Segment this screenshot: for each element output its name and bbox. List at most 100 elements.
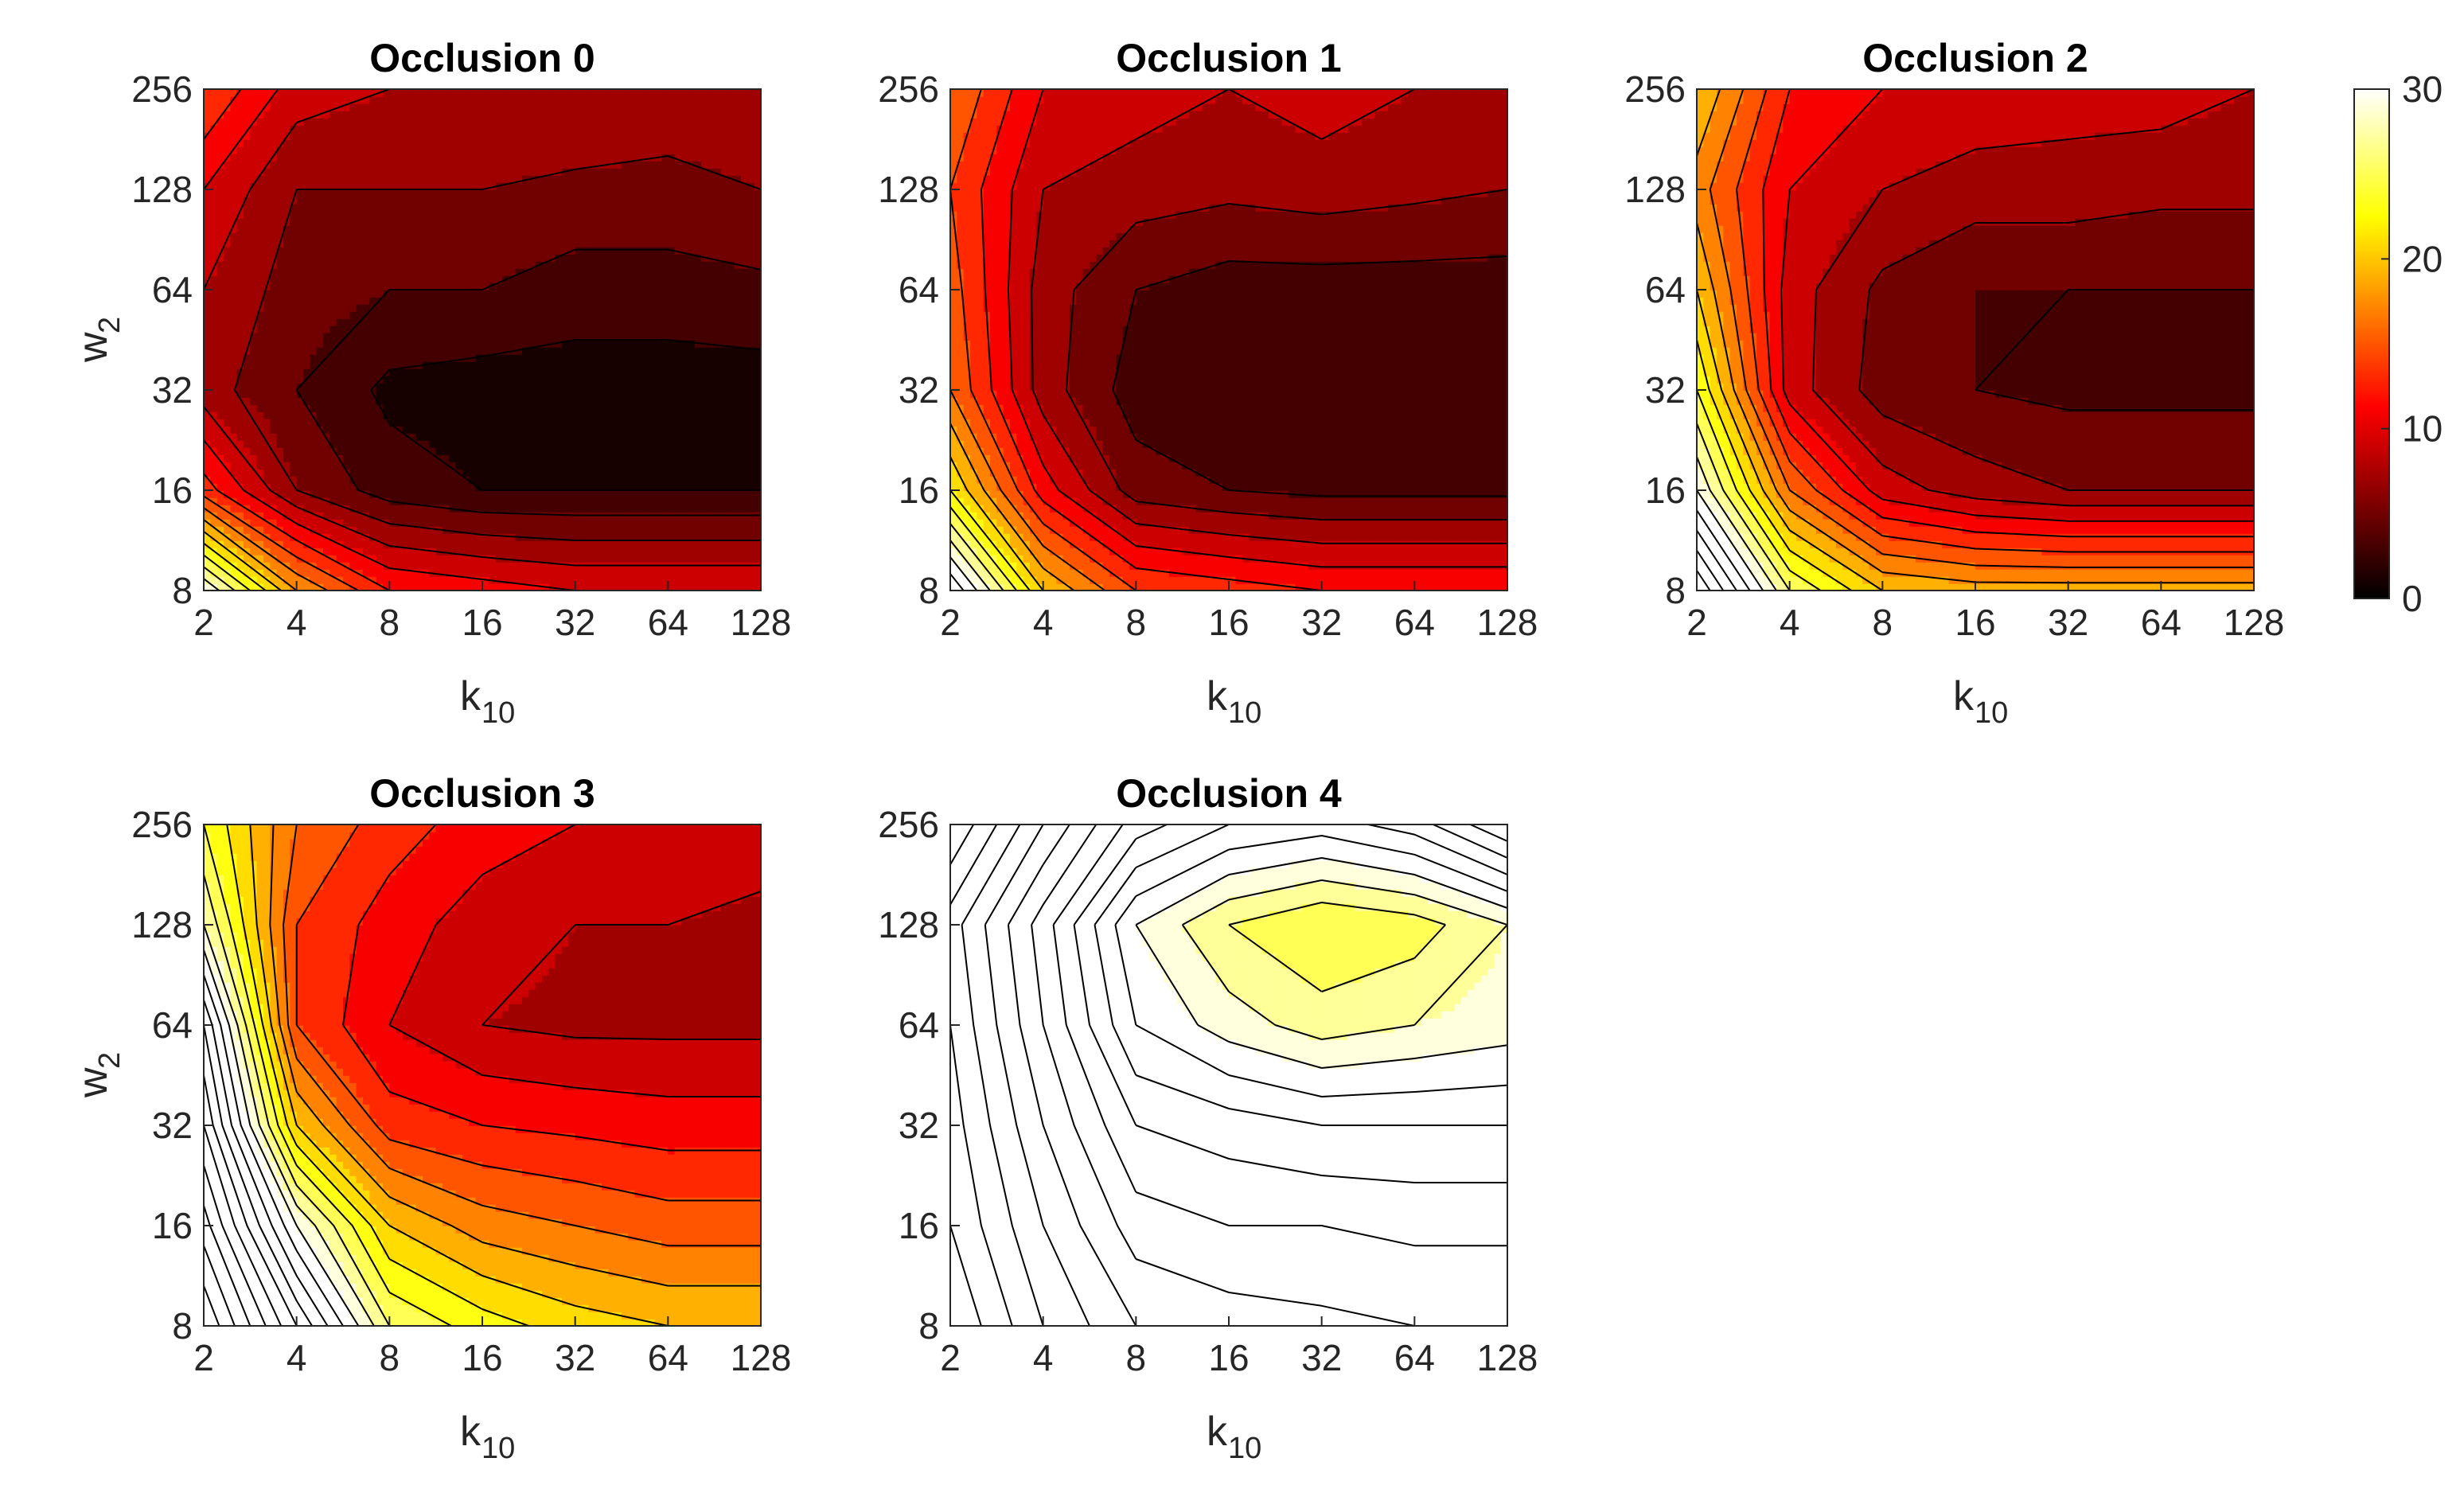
contour-cell	[415, 254, 423, 262]
contour-cell	[204, 297, 212, 305]
contour-cell	[522, 540, 530, 548]
contour-cell	[575, 211, 583, 219]
contour-cell	[482, 240, 490, 248]
contour-cell	[435, 189, 443, 197]
contour-cell	[396, 469, 404, 477]
contour-cell	[290, 440, 298, 448]
contour-cell	[602, 555, 610, 563]
contour-cell	[522, 139, 530, 147]
contour-cell	[336, 483, 344, 491]
contour-cell	[303, 555, 311, 563]
contour-cell	[522, 168, 530, 176]
contour-cell	[548, 390, 556, 398]
contour-cell	[602, 189, 610, 197]
contour-cell	[528, 540, 536, 548]
contour-cell	[263, 103, 271, 111]
contour-cell	[283, 469, 291, 477]
contour-cell	[462, 397, 470, 405]
contour-cell	[323, 168, 331, 176]
contour-cell	[224, 211, 232, 219]
contour-cell	[495, 454, 503, 462]
contour-cell	[668, 540, 676, 548]
contour-cell	[469, 383, 477, 391]
contour-cell	[349, 404, 357, 412]
contour-cell	[290, 182, 298, 190]
contour-cell	[204, 469, 212, 477]
contour-cell	[528, 340, 536, 348]
contour-cell	[502, 583, 510, 591]
contour-cell	[614, 490, 622, 498]
contour-cell	[668, 204, 676, 212]
contour-cell	[548, 583, 556, 591]
contour-cell	[482, 275, 490, 283]
contour-cell	[204, 397, 212, 405]
contour-cell	[622, 132, 630, 140]
contour-cell	[522, 240, 530, 248]
contour-cell	[502, 333, 510, 341]
contour-cell	[310, 232, 318, 240]
contour-cell	[270, 404, 278, 412]
contour-cell	[376, 383, 384, 391]
contour-cell	[443, 225, 450, 233]
contour-cell	[204, 483, 212, 491]
contour-cell	[502, 562, 510, 570]
contour-cell	[423, 261, 431, 269]
contour-cell	[210, 390, 218, 398]
contour-cell	[522, 383, 530, 391]
contour-cell	[389, 175, 397, 183]
contour-cell	[622, 175, 630, 183]
contour-cell	[634, 304, 642, 312]
contour-cell	[376, 118, 384, 126]
contour-cell	[602, 182, 610, 190]
contour-cell	[622, 254, 630, 262]
contour-cell	[449, 497, 457, 505]
contour-cell	[535, 390, 543, 398]
contour-cell	[303, 548, 311, 555]
contour-cell	[403, 189, 411, 197]
contour-cell	[343, 533, 351, 541]
contour-cell	[575, 483, 583, 491]
contour-cell	[323, 361, 331, 369]
contour-cell	[562, 390, 570, 398]
contour-cell	[614, 297, 622, 305]
contour-cell	[256, 368, 264, 376]
contour-cell	[542, 297, 550, 305]
contour-cell	[230, 325, 238, 333]
contour-cell	[383, 146, 391, 154]
contour-cell	[250, 447, 258, 455]
contour-cell	[455, 440, 463, 448]
contour-cell	[236, 175, 244, 183]
contour-cell	[403, 533, 411, 541]
contour-cell	[336, 447, 344, 455]
contour-cell	[303, 318, 311, 326]
contour-cell	[648, 526, 656, 534]
contour-cell	[628, 533, 636, 541]
contour-cell	[316, 311, 324, 319]
contour-cell	[614, 469, 622, 477]
contour-cell	[356, 168, 364, 176]
contour-cell	[435, 540, 443, 548]
contour-cell	[316, 490, 324, 498]
contour-cell	[489, 447, 497, 455]
contour-cell	[423, 383, 431, 391]
contour-cell	[409, 139, 417, 147]
contour-cell	[415, 354, 423, 362]
contour-cell	[250, 247, 258, 255]
contour-cell	[502, 462, 510, 470]
contour-cell	[303, 182, 311, 190]
contour-cell	[482, 447, 490, 455]
contour-cell	[270, 304, 278, 312]
contour-cell	[343, 161, 351, 169]
contour-cell	[555, 497, 563, 505]
contour-cell	[383, 404, 391, 412]
contour-cell	[648, 268, 656, 276]
contour-cell	[224, 454, 232, 462]
contour-cell	[548, 125, 556, 133]
contour-cell	[489, 211, 497, 219]
contour-cell	[250, 404, 258, 412]
contour-cell	[403, 182, 411, 190]
contour-cell	[415, 490, 423, 498]
contour-cell	[389, 469, 397, 477]
contour-cell	[356, 275, 364, 283]
contour-cell	[329, 505, 337, 513]
